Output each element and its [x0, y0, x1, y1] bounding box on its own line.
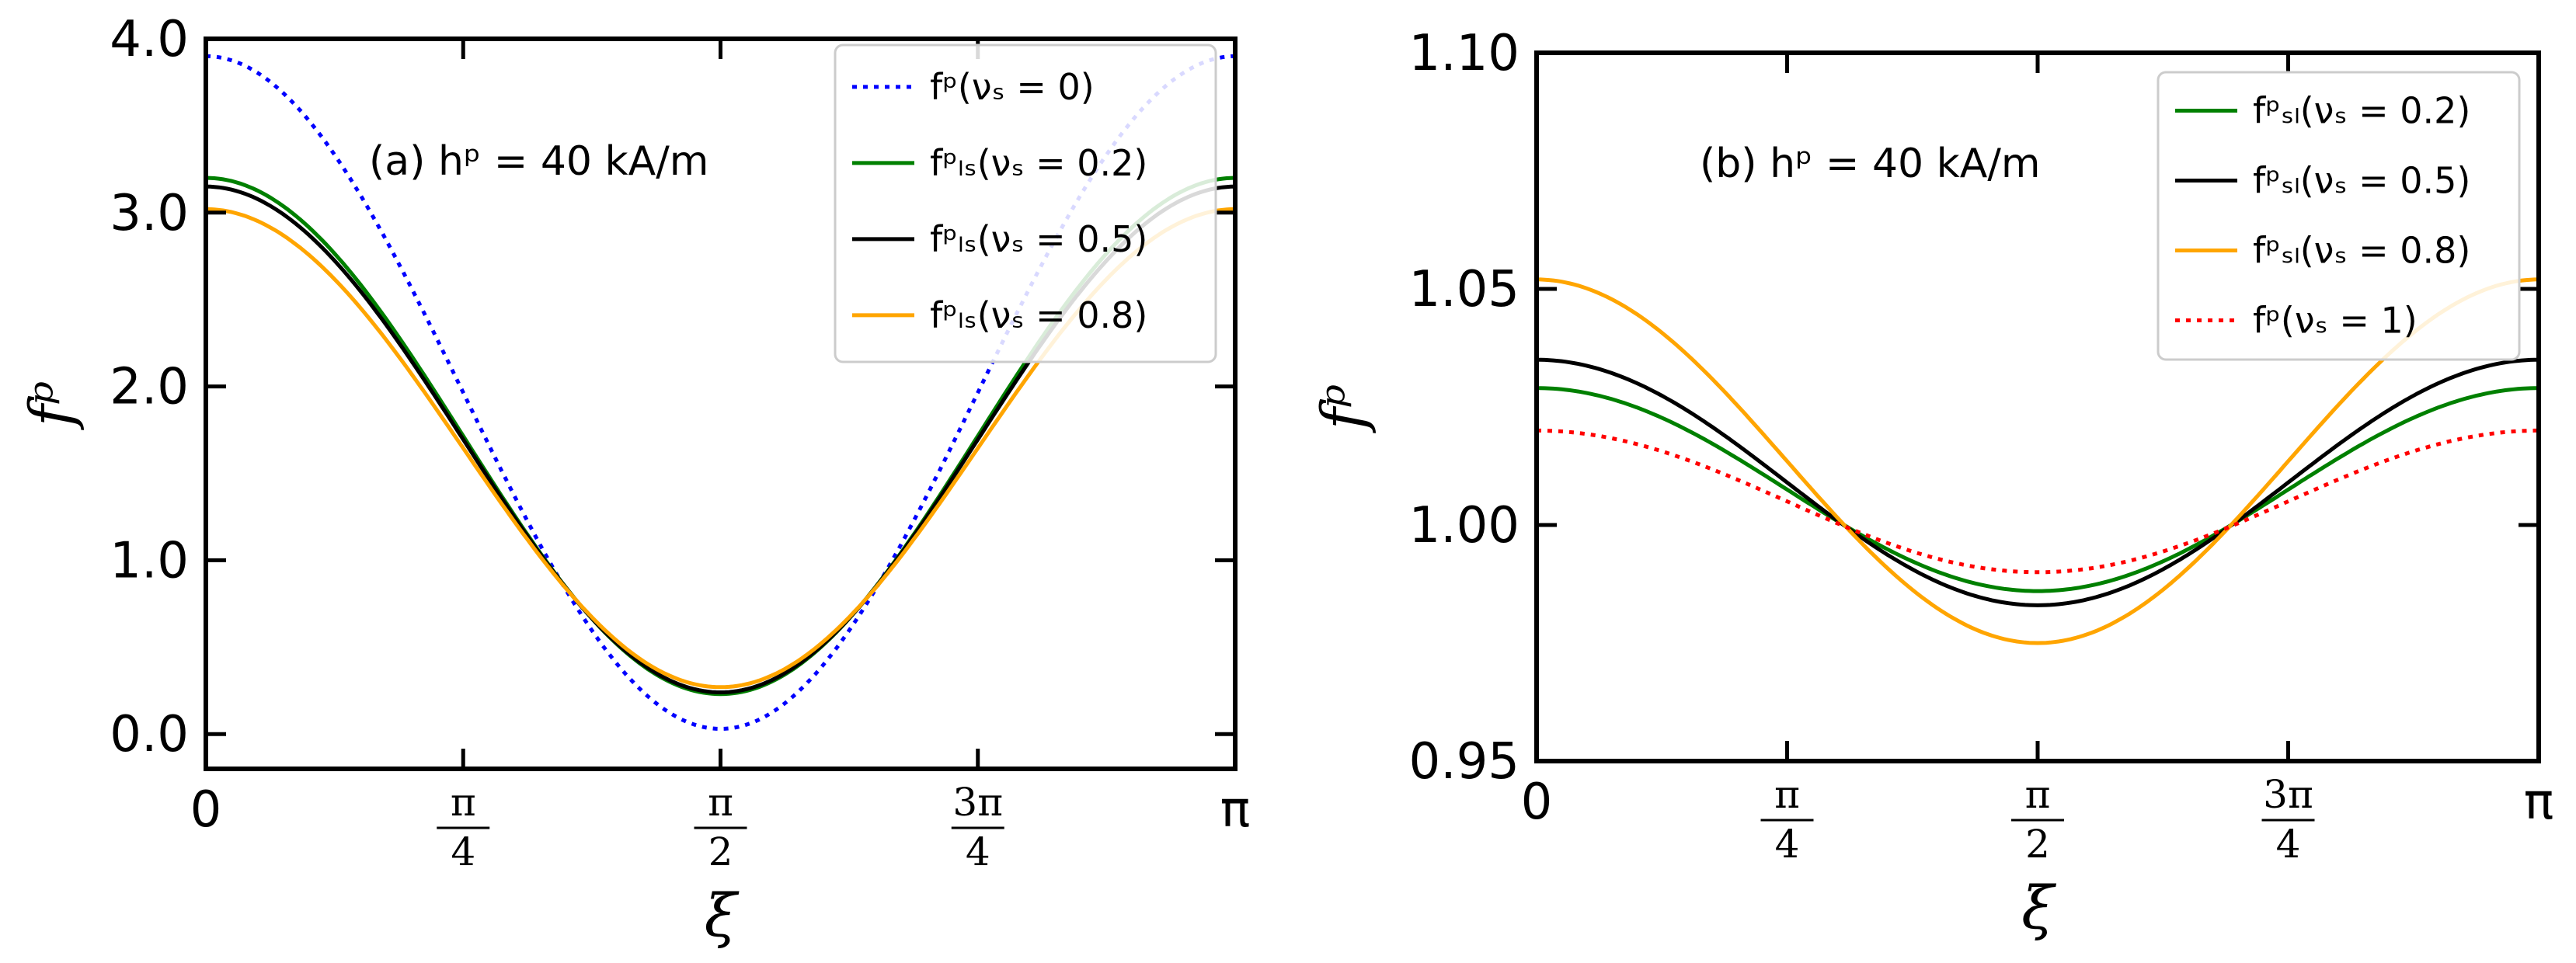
y-axis-label-b: fᵖ: [1308, 384, 1377, 434]
legend-entry: fᵖₛₗ(νₛ = 0.5): [2253, 160, 2470, 202]
ytick-label-a: 1.0: [110, 532, 189, 589]
legend-entry: fᵖₗₛ(νₛ = 0.2): [930, 142, 1147, 184]
xtick-label-a: 0: [190, 781, 222, 839]
xtick-numerator: π: [2025, 772, 2051, 817]
xtick-label-a: π: [1220, 781, 1251, 839]
panel-annotation-b: (b) hᵖ = 40 kA/m: [1700, 141, 2041, 187]
xtick-numerator: π: [708, 780, 733, 825]
xtick-fraction-b: π4: [1760, 772, 1814, 867]
panel-annotation-a: (a) hᵖ = 40 kA/m: [369, 138, 708, 185]
xtick-fraction-b: π2: [2011, 772, 2065, 867]
legend-entry: fᵖₛₗ(νₛ = 0.2): [2253, 90, 2470, 132]
xtick-denominator: 2: [708, 829, 733, 874]
xtick-fraction-a: 3π4: [951, 780, 1004, 874]
ytick-label-b: 1.05: [1409, 261, 1520, 318]
legend-b: fᵖₛₗ(νₛ = 0.2) fᵖₛₗ(νₛ = 0.5) fᵖₛₗ(νₛ = 0.…: [2157, 71, 2521, 361]
xtick-denominator: 4: [1775, 822, 1800, 867]
ytick-label-b: 1.00: [1409, 497, 1520, 555]
xtick-fraction-b: 3π4: [2261, 772, 2315, 867]
ytick-label-a: 2.0: [110, 359, 189, 416]
series-line-b-0: [1537, 386, 2539, 593]
legend-entry: fᵖₛₗ(νₛ = 0.8): [2253, 230, 2470, 272]
ytick-label-a: 4.0: [110, 11, 189, 68]
ytick-label-a: 3.0: [110, 185, 189, 242]
legend-a: fᵖ(νₛ = 0) fᵖₗₛ(νₛ = 0.2) fᵖₗₛ(νₛ = 0.5) fᵖ…: [834, 43, 1217, 363]
xtick-denominator: 4: [451, 829, 475, 874]
legend-entry: fᵖₗₛ(νₛ = 0.5): [930, 218, 1147, 260]
legend-entry: fᵖₗₛ(νₛ = 0.8): [930, 294, 1147, 336]
xtick-numerator: π: [451, 780, 476, 825]
x-axis-label-a: ξ: [705, 881, 740, 950]
ytick-label-b: 1.10: [1409, 25, 1520, 82]
xtick-label-b: π: [2524, 774, 2554, 831]
xtick-numerator: π: [1774, 772, 1800, 817]
xtick-denominator: 4: [966, 829, 990, 874]
y-axis-label-a: fᵖ: [16, 381, 85, 431]
xtick-numerator: 3π: [952, 780, 1003, 825]
xtick-denominator: 2: [2025, 822, 2050, 867]
series-line-b-1: [1536, 357, 2539, 607]
legend-entry: fᵖ(νₛ = 0): [930, 66, 1095, 108]
ytick-label-a: 0.0: [110, 706, 189, 763]
xtick-label-b: 0: [1521, 774, 1553, 831]
xtick-denominator: 4: [2276, 822, 2301, 867]
legend-box: [834, 43, 1217, 363]
x-axis-label-b: ξ: [2021, 873, 2056, 942]
legend-entry: fᵖ(νₛ = 1): [2253, 300, 2418, 342]
ytick-label-b: 0.95: [1409, 733, 1520, 791]
series-line-b-3: [1537, 428, 2539, 575]
legend-box: [2157, 71, 2521, 361]
series-line-b-2: [1536, 277, 2539, 645]
xtick-fraction-a: π4: [437, 780, 490, 874]
xtick-numerator: 3π: [2263, 772, 2313, 817]
xtick-fraction-a: π2: [694, 780, 747, 874]
